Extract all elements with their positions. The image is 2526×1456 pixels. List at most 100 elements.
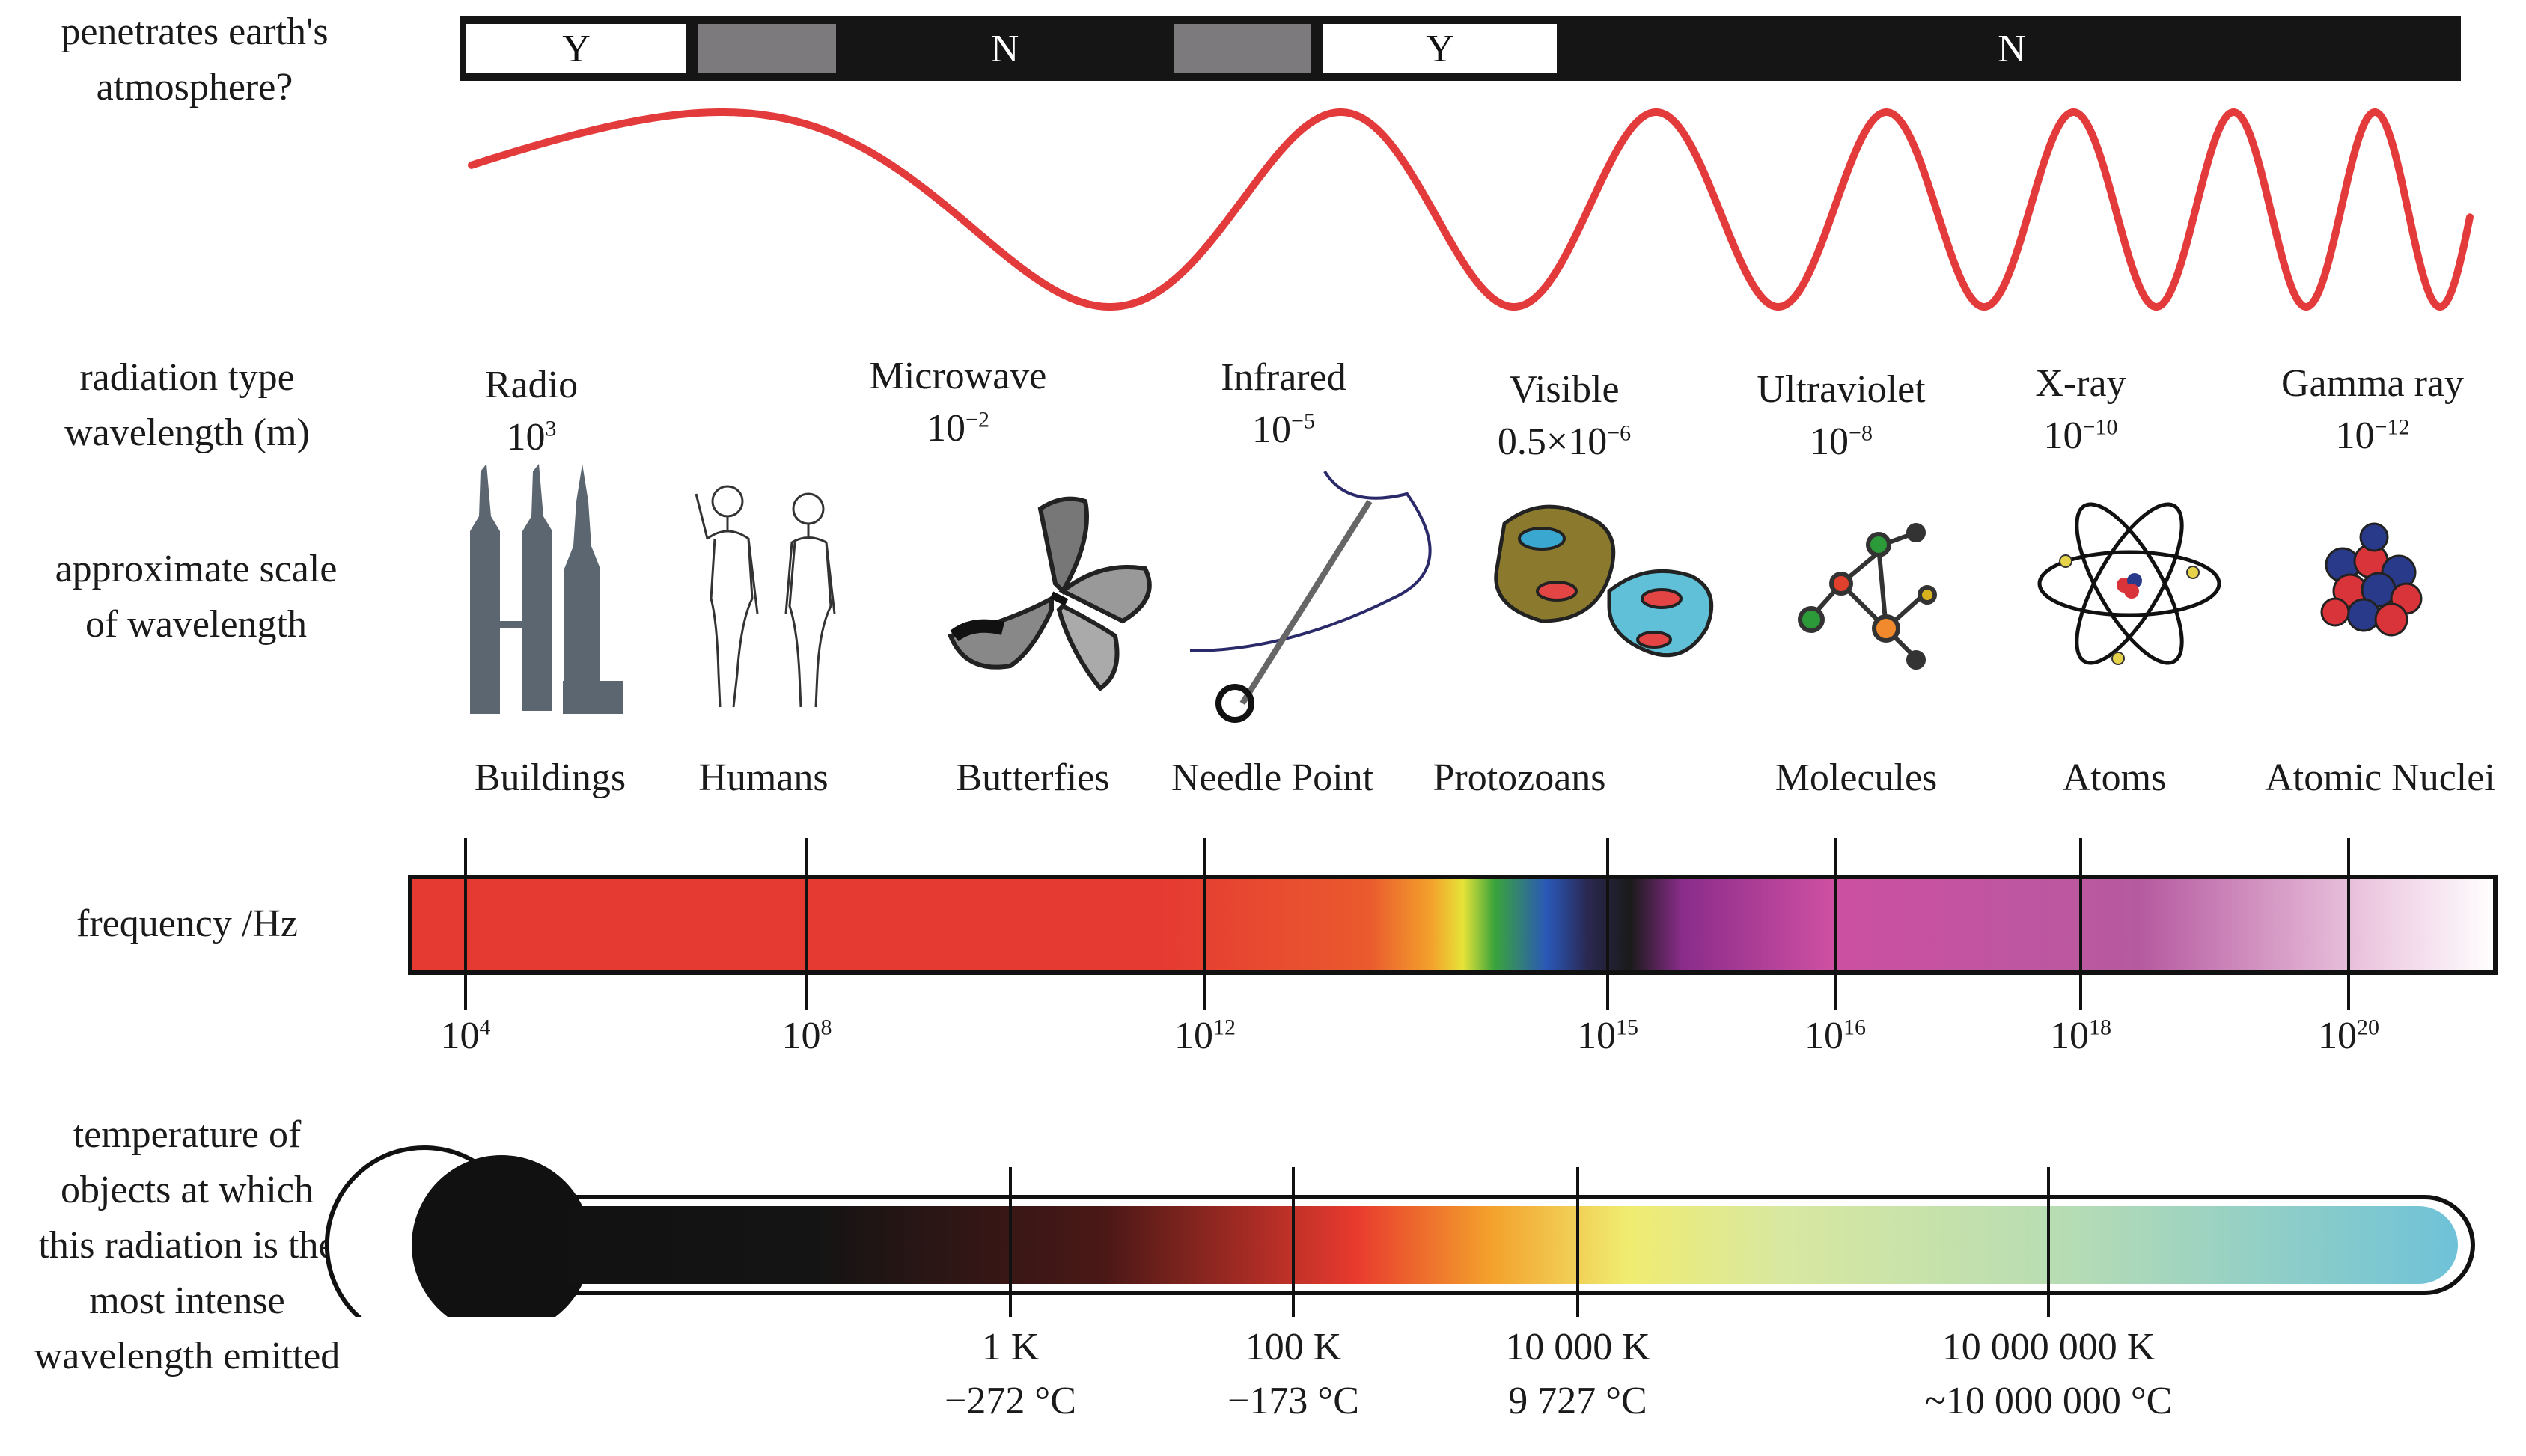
- temperature-label-line4: most intense: [89, 1279, 285, 1322]
- temperature-label-line1: temperature of: [73, 1113, 302, 1156]
- wavelength-exponent: −6: [1607, 420, 1632, 446]
- frequency-base: 10: [1804, 1015, 1843, 1057]
- temperature-celsius: −173 °C: [1227, 1380, 1359, 1422]
- radiation-wavelength: 10−10: [1894, 410, 2268, 462]
- frequency-exponent: 12: [1213, 1015, 1236, 1040]
- scale-object-label: Butterfies: [956, 756, 1110, 799]
- molecule-icon: [1798, 523, 1937, 670]
- atmosphere-label-line1: penetrates earth's: [61, 10, 329, 53]
- temperature-kelvin: 10 000 000 K: [1941, 1326, 2156, 1368]
- temperature-label-line3: this radiation is the: [38, 1224, 336, 1267]
- atmosphere-label-line2: atmosphere?: [96, 66, 293, 108]
- frequency-base: 10: [2318, 1015, 2357, 1057]
- radiation-type-radio: Radio 103: [344, 359, 719, 464]
- scale-object-label: Molecules: [1775, 756, 1938, 799]
- atmosphere-segment-label: Y: [1426, 28, 1454, 70]
- atmosphere-label: penetrates earth's atmosphere?: [7, 4, 382, 115]
- thermometer-fill: [524, 1206, 2458, 1284]
- wavelength-label: wavelength (m): [64, 412, 310, 454]
- scale-object-label: Buildings: [474, 756, 626, 799]
- radiation-type-name: Visible: [1509, 368, 1620, 411]
- atmosphere-segment-partial: [698, 24, 836, 73]
- radiation-type-name: Infrared: [1221, 356, 1346, 399]
- frequency-tick-label: 1015: [1518, 1014, 1697, 1058]
- frequency-base: 10: [440, 1015, 480, 1057]
- frequency-exponent: 15: [1616, 1015, 1638, 1040]
- atmosphere-segment-yes: Y: [1323, 24, 1557, 73]
- scale-icons: [470, 464, 2423, 723]
- wavelength-exponent: −10: [2082, 415, 2118, 440]
- atmosphere-segment-label: N: [991, 28, 1019, 70]
- buildings-icon: [470, 464, 623, 714]
- wavelength-base: 10: [1810, 420, 1849, 463]
- wavelength-exponent: 3: [545, 416, 557, 441]
- wavelength-exponent: −12: [2374, 415, 2410, 440]
- wavelength-base: 10: [506, 416, 546, 459]
- frequency-gradient: [408, 875, 2498, 975]
- temperature-celsius: 9 727 °C: [1508, 1380, 1647, 1422]
- frequency-tick-label: 1020: [2259, 1014, 2438, 1058]
- atmosphere-segment-fill: [466, 24, 686, 73]
- wavelength-exponent: −8: [1849, 420, 1873, 446]
- frequency-exponent: 20: [2357, 1015, 2379, 1040]
- temperature-label-line5: wavelength emitted: [34, 1335, 341, 1377]
- atmosphere-segment-fill: [1174, 24, 1311, 73]
- radiation-wavelength: 0.5×10−6: [1377, 416, 1751, 468]
- radiation-type-visible: Visible 0.5×10−6: [1377, 364, 1751, 468]
- radiation-wavelength: 10−5: [1096, 404, 1471, 456]
- radiation-wavelength: 10−8: [1654, 416, 2028, 468]
- radiation-label: radiation type wavelength (m): [0, 350, 374, 461]
- radiation-type-gamma-ray: Gamma ray 10−12: [2185, 358, 2526, 462]
- temperature-tick-label: 100 K −173 °C: [1106, 1321, 1480, 1428]
- radiation-wavelength: 10−2: [771, 403, 1145, 455]
- frequency-base: 10: [1577, 1015, 1616, 1057]
- frequency-ticks: [464, 838, 2350, 1010]
- atmosphere-segment-fill: [698, 24, 836, 73]
- atmosphere-segment-label: Y: [562, 28, 591, 70]
- frequency-bar: [408, 838, 2498, 1010]
- humans-icon: [695, 485, 836, 708]
- scale-object-label: Atoms: [2062, 756, 2167, 799]
- nucleus-icon: [2320, 522, 2423, 637]
- atom-icon: [2037, 502, 2221, 665]
- atmosphere-segment-partial: [1174, 24, 1311, 73]
- temperature-kelvin: 100 K: [1245, 1326, 1342, 1368]
- temperature-tick-label: 1 K −272 °C: [823, 1321, 1198, 1428]
- thermometer: [324, 1145, 2475, 1317]
- radiation-type-name: X-ray: [2035, 362, 2126, 405]
- radiation-type-name: Gamma ray: [2281, 362, 2464, 405]
- butterfly-icon: [947, 496, 1152, 692]
- scale-label-line1: approximate scale: [55, 548, 338, 590]
- frequency-tick-label: 104: [376, 1014, 555, 1058]
- needle-icon: [1189, 470, 1432, 723]
- temperature-tick-label: 10 000 K 9 727 °C: [1391, 1321, 1765, 1428]
- temperature-tick-label: 10 000 000 K ~10 000 000 °C: [1861, 1321, 2236, 1428]
- atmosphere-segment-label: N: [1998, 28, 2026, 70]
- radiation-wavelength: 10−12: [2185, 410, 2526, 462]
- temperature-ticks: [1009, 1167, 2050, 1317]
- wavelength-base: 0.5×10: [1497, 420, 1608, 463]
- temperature-label-line2: objects at which: [61, 1169, 314, 1211]
- temperature-celsius: −272 °C: [945, 1380, 1076, 1422]
- frequency-base: 10: [1174, 1015, 1213, 1057]
- thermometer-neck: [479, 1206, 569, 1284]
- scale-object-label: Needle Point: [1171, 756, 1374, 799]
- wavelength-base: 10: [1252, 409, 1292, 451]
- radiation-type-infrared: Infrared 10−5: [1096, 352, 1471, 456]
- wavelength-exponent: −2: [965, 407, 989, 432]
- radiation-wavelength: 103: [344, 412, 719, 464]
- frequency-exponent: 16: [1843, 1015, 1866, 1040]
- scale-object-label: Protozoans: [1433, 756, 1606, 799]
- protozoans-icon: [1494, 504, 1714, 658]
- scale-label-line2: of wavelength: [85, 603, 307, 646]
- scale-object-label: Humans: [698, 756, 829, 799]
- frequency-base: 10: [2050, 1015, 2089, 1057]
- radiation-type-name: Ultraviolet: [1757, 368, 1926, 411]
- frequency-exponent: 8: [820, 1015, 832, 1040]
- wavelength-base: 10: [2335, 415, 2375, 457]
- radiation-type-name: Radio: [484, 364, 579, 406]
- radiation-type-ultraviolet: Ultraviolet 10−8: [1654, 364, 2028, 468]
- scale-object-label: Atomic Nuclei: [2265, 756, 2495, 799]
